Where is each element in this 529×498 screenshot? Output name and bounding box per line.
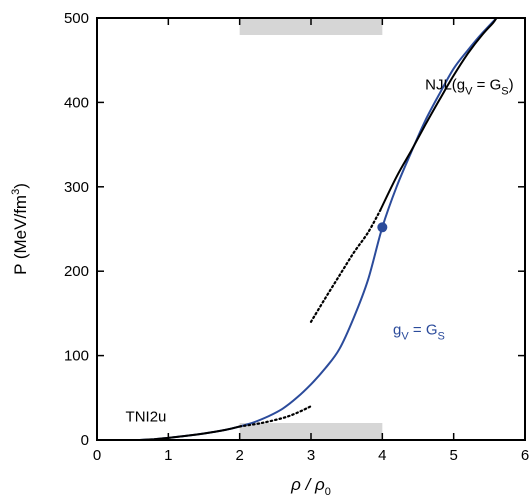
- annotations: NJL(gV = GS) gV = GS TNI2u: [126, 77, 514, 426]
- shaded-bands: [239, 18, 383, 440]
- x-tick-label: 1: [164, 447, 172, 464]
- y-tick-label: 0: [81, 432, 89, 449]
- axis-ticks: 0 1 2 3 4 5 6 0 100 200 300 400 500: [64, 10, 529, 464]
- y-axis-title-close: ): [11, 183, 30, 189]
- series-line-3: [139, 425, 240, 441]
- series-line-4: [238, 405, 313, 428]
- x-tick-label: 2: [235, 447, 243, 464]
- shaded-band-top: [239, 18, 383, 35]
- y-tick-label: 500: [64, 10, 89, 27]
- y-tick-label: 400: [64, 94, 89, 111]
- x-axis-title-main: ρ / ρ: [290, 475, 325, 494]
- transition-point-marker: [377, 222, 388, 233]
- x-axis-title: ρ / ρ0: [290, 475, 331, 498]
- annotation-gv: gV = GS: [393, 322, 445, 343]
- series-line-1: [379, 17, 498, 211]
- y-tick-label: 100: [64, 348, 89, 365]
- x-tick-label: 5: [449, 447, 457, 464]
- series-line-2: [309, 209, 382, 323]
- y-axis-title-sup: 3: [10, 189, 22, 195]
- y-tick-label: 300: [64, 179, 89, 196]
- markers: [377, 222, 388, 233]
- annotation-njl: NJL(gV = GS): [425, 77, 513, 98]
- x-tick-label: 0: [93, 447, 101, 464]
- annotation-tni: TNI2u: [126, 408, 167, 425]
- x-tick-label: 3: [307, 447, 315, 464]
- x-tick-label: 4: [378, 447, 386, 464]
- x-tick-label: 6: [521, 447, 529, 464]
- y-axis-title: P (MeV/fm3): [10, 183, 30, 275]
- y-tick-label: 200: [64, 263, 89, 280]
- shaded-band-bottom: [239, 423, 383, 440]
- x-axis-title-sub: 0: [325, 486, 331, 498]
- y-axis-title-main: P (MeV/fm: [11, 195, 30, 275]
